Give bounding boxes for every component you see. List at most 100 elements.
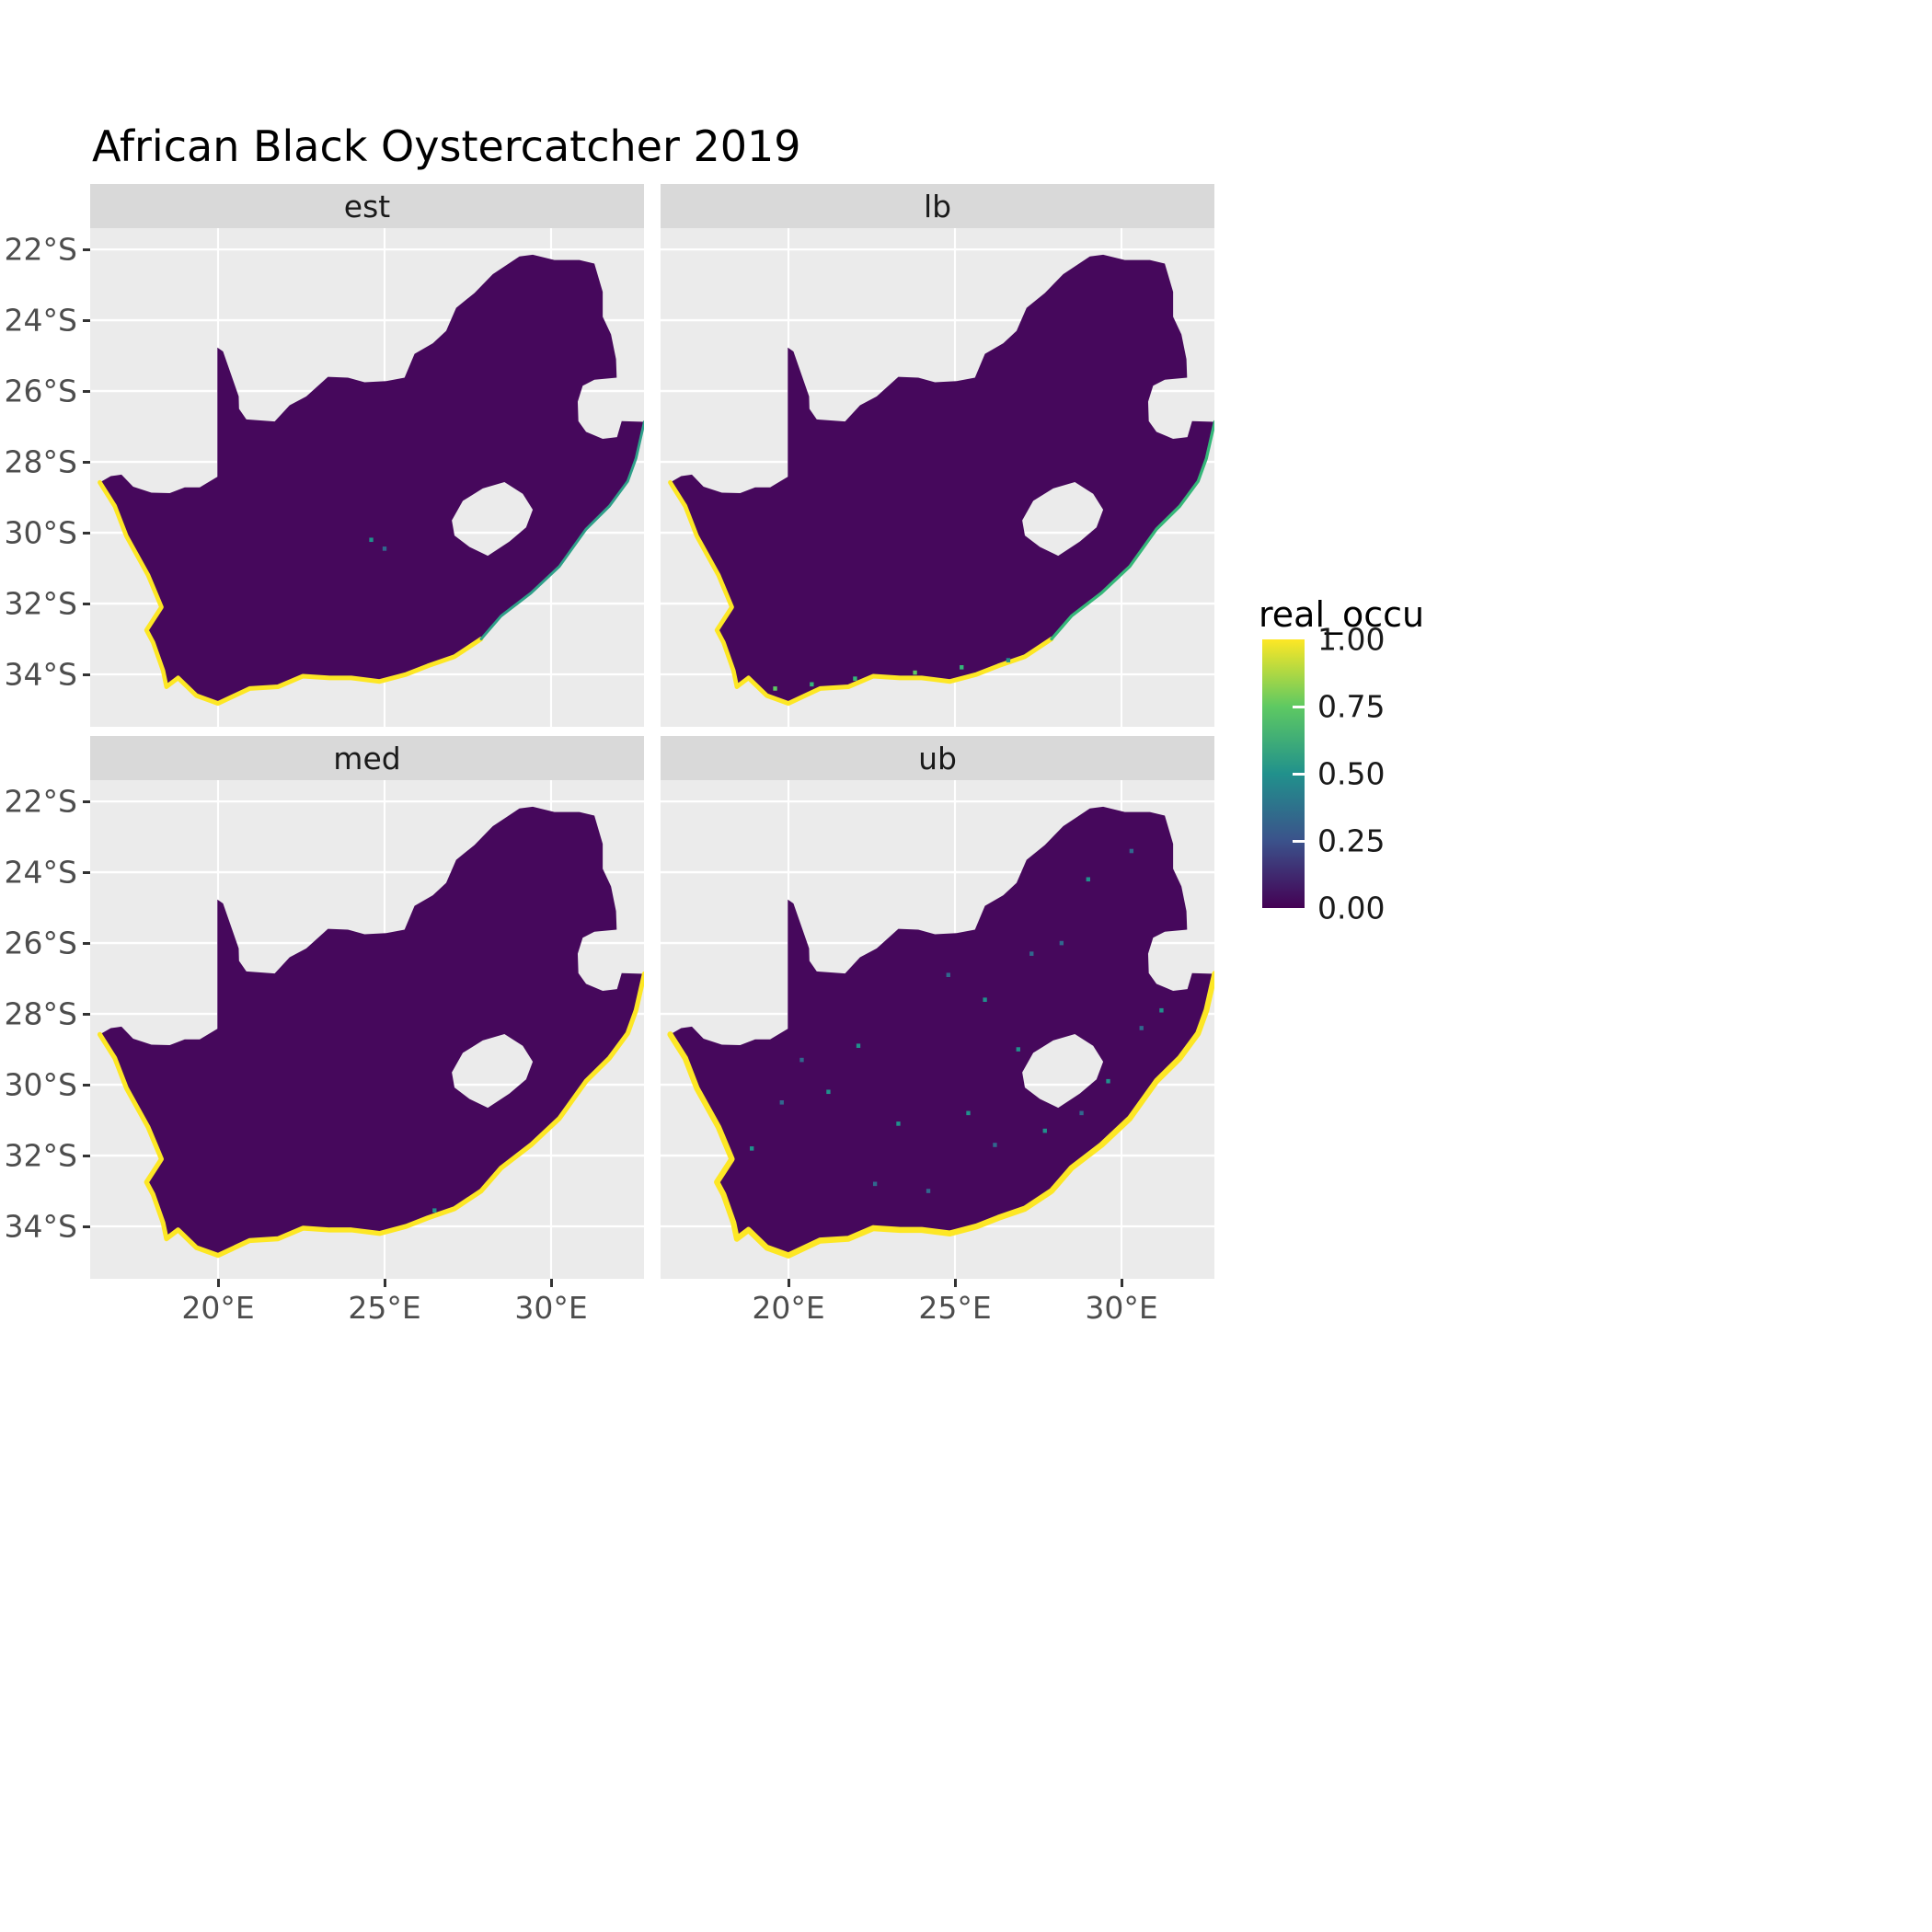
occupancy-cell [1159, 1007, 1164, 1013]
y-axis-tick [83, 941, 90, 945]
legend-tick-mark [1293, 839, 1305, 843]
coast-occupancy-band [668, 479, 1054, 707]
y-axis-tick [83, 1225, 90, 1228]
y-axis-label: 34°S [4, 656, 77, 693]
y-axis-label: 28°S [4, 995, 77, 1032]
south-africa-map [670, 254, 1214, 704]
facet-strip-label: lb [923, 188, 952, 224]
y-axis-tick [83, 673, 90, 676]
coast-occupancy-band [98, 479, 484, 707]
facet-map-svg-med [90, 780, 644, 1279]
occupancy-cell [966, 1110, 971, 1116]
occupancy-cell [369, 537, 374, 543]
occupancy-cell [1106, 1078, 1110, 1084]
x-axis-label: 30°E [514, 1290, 588, 1326]
plot-title: African Black Oystercatcher 2019 [92, 121, 801, 171]
facet-strip-label: med [333, 740, 401, 776]
legend-tick-mark [1293, 705, 1305, 708]
occupancy-cell [773, 686, 777, 691]
coast-occupancy-band [667, 971, 1214, 1259]
y-axis-tick [83, 531, 90, 535]
x-axis-tick [953, 1279, 957, 1287]
occupancy-cell [432, 1208, 437, 1213]
legend-title: real_occu [1259, 594, 1425, 635]
occupancy-cell [853, 676, 857, 681]
occupancy-cell [1086, 877, 1090, 882]
occupancy-cell [799, 1057, 804, 1063]
occupancy-cell [1059, 940, 1064, 946]
legend-tick-label: 0.00 [1317, 890, 1386, 926]
south-africa-map [99, 806, 644, 1256]
occupancy-cell [810, 682, 814, 687]
facet-map-svg-lb [661, 228, 1214, 727]
occupancy-cell [1129, 848, 1134, 854]
facet-panel-ub [661, 780, 1214, 1279]
y-axis-label: 32°S [4, 585, 77, 622]
occupancy-cell [1029, 951, 1034, 956]
y-axis-label: 24°S [4, 302, 77, 339]
occupancy-cell [946, 972, 950, 978]
coast-occupancy-band [97, 971, 644, 1259]
south-africa-map [670, 806, 1214, 1256]
facet-panel-lb [661, 228, 1214, 727]
facet-strip-label: est [343, 188, 391, 224]
x-axis-tick [383, 1279, 386, 1287]
occupancy-cell [779, 1099, 784, 1105]
facet-strip-ub: ub [661, 736, 1214, 780]
y-axis-label: 26°S [4, 925, 77, 961]
occupancy-cell [913, 670, 917, 675]
x-axis-tick [787, 1279, 790, 1287]
y-axis-tick [83, 1083, 90, 1087]
occupancy-cell [1006, 658, 1011, 662]
facet-map-svg-est [90, 228, 644, 727]
occupancy-cell [856, 1043, 861, 1049]
occupancy-cell [1042, 1128, 1047, 1133]
occupancy-cell [1139, 1026, 1144, 1030]
legend-tick-mark [1293, 772, 1305, 776]
y-axis-label: 30°S [4, 514, 77, 551]
legend-tick-label: 0.75 [1317, 688, 1386, 725]
y-axis-label: 22°S [4, 231, 77, 268]
occupancy-cell [1079, 1110, 1084, 1116]
y-axis-tick [83, 389, 90, 393]
y-axis-tick [83, 1012, 90, 1016]
y-axis-tick [83, 318, 90, 322]
occupancy-cell [960, 665, 964, 670]
coast-occupancy-band [479, 420, 644, 641]
y-axis-label: 26°S [4, 373, 77, 409]
x-axis-tick [216, 1279, 220, 1287]
facet-strip-label: ub [918, 740, 957, 776]
south-africa-map [99, 254, 644, 704]
legend-tick-label: 0.50 [1317, 755, 1386, 792]
coast-occupancy-band [1050, 420, 1214, 641]
occupancy-cell [926, 1189, 931, 1193]
x-axis-label: 25°E [918, 1290, 992, 1326]
y-axis-tick [83, 247, 90, 251]
legend-tick-label: 0.25 [1317, 822, 1386, 859]
x-axis-tick [1120, 1279, 1123, 1287]
occupancy-cell [896, 1121, 901, 1126]
y-axis-label: 30°S [4, 1066, 77, 1103]
facet-strip-est: est [90, 184, 644, 228]
y-axis-tick [83, 799, 90, 803]
y-axis-label: 28°S [4, 443, 77, 480]
y-axis-tick [83, 1154, 90, 1157]
x-axis-tick [549, 1279, 553, 1287]
occupancy-cell [826, 1089, 831, 1095]
y-axis-label: 32°S [4, 1137, 77, 1174]
facet-strip-lb: lb [661, 184, 1214, 228]
facet-map-svg-ub [661, 780, 1214, 1279]
occupancy-cell [1016, 1047, 1020, 1052]
facet-panel-med [90, 780, 644, 1279]
y-axis-label: 22°S [4, 783, 77, 820]
x-axis-label: 25°E [348, 1290, 421, 1326]
occupancy-cell [993, 1143, 997, 1147]
occupancy-cell [983, 997, 987, 1002]
facet-strip-med: med [90, 736, 644, 780]
x-axis-label: 30°E [1085, 1290, 1158, 1326]
y-axis-label: 34°S [4, 1208, 77, 1245]
y-axis-tick [83, 460, 90, 464]
occupancy-cell [750, 1146, 754, 1151]
y-axis-label: 24°S [4, 854, 77, 891]
